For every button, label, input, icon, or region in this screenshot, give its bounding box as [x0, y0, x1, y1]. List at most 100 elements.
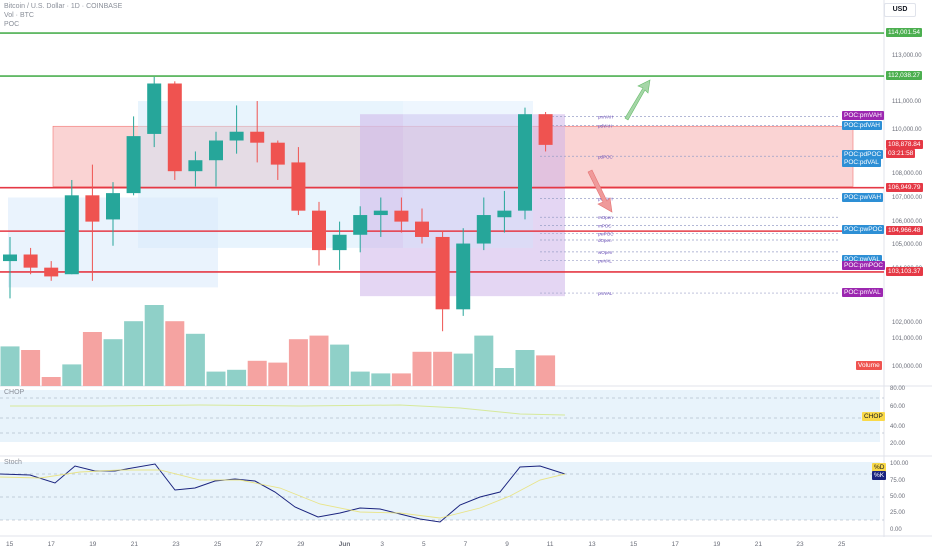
- poc-inline-label: pwPOC: [598, 231, 614, 236]
- stoch-tick-label: 75.00: [890, 478, 906, 484]
- volume-bar: [62, 364, 82, 386]
- chop-tick-label: 60.00: [890, 404, 906, 410]
- volume-bar: [82, 332, 102, 386]
- price-tick-label: 101,000.00: [892, 336, 923, 342]
- volume-bar: [412, 351, 432, 386]
- volume-bar: [185, 333, 205, 386]
- candle-body: [476, 215, 491, 244]
- time-axis-label: 17: [672, 541, 680, 548]
- poc-level-tag: POC:pmVAH: [842, 111, 884, 121]
- currency-button[interactable]: USD: [884, 3, 916, 17]
- volume-bar: [371, 373, 391, 386]
- time-axis-label: 29: [297, 541, 305, 548]
- stoch-d-line: [0, 469, 566, 519]
- bullish-projection-arrow: [624, 79, 651, 121]
- price-level-tag: 106,949.79: [886, 182, 923, 192]
- volume-bar: [536, 355, 556, 386]
- time-axis-label: 7: [464, 541, 468, 548]
- time-axis-label: Jun: [339, 541, 351, 548]
- candle-body: [394, 210, 409, 222]
- price-tick-label: 110,000.00: [892, 127, 922, 133]
- volume-bar: [41, 377, 61, 386]
- candle-body: [332, 234, 347, 251]
- time-axis-label: 23: [172, 541, 180, 548]
- candle-body: [147, 83, 162, 134]
- price-tick-label: 106,000.00: [892, 219, 923, 225]
- poc-indicator-label[interactable]: POC: [4, 21, 20, 28]
- chop-tick-label: 20.00: [890, 441, 906, 447]
- chop-value-tag: CHOP: [862, 412, 885, 421]
- price-level-tag: 103,103.37: [886, 266, 923, 276]
- poc-level-tag: POC:pwPOC: [842, 224, 885, 234]
- chop-tick-label: 80.00: [890, 386, 906, 392]
- candle-body: [518, 114, 532, 211]
- candle-body: [23, 254, 38, 268]
- time-axis-label: 23: [796, 541, 804, 548]
- stoch-tick-label: 0.00: [890, 527, 902, 533]
- volume-bar: [227, 369, 247, 386]
- poc-inline-label: mPOC: [598, 223, 612, 228]
- candle-body: [106, 193, 120, 220]
- candle-body: [497, 210, 512, 218]
- volume-bar: [433, 351, 453, 386]
- price-tick-label: 105,000.00: [892, 242, 923, 248]
- volume-indicator-label[interactable]: Vol · BTC: [4, 12, 34, 19]
- candle-body: [415, 221, 429, 237]
- candle-body: [126, 136, 141, 194]
- volume-bar: [350, 371, 370, 386]
- poc-inline-label: wOpen: [598, 250, 613, 255]
- time-axis-label: 15: [630, 541, 638, 548]
- candle-body: [250, 131, 265, 143]
- stoch-pane-background: [0, 462, 880, 520]
- stoch-tick-label: 50.00: [890, 494, 906, 500]
- candle-body: [229, 131, 244, 141]
- volume-bar: [474, 335, 494, 386]
- poc-level-tag: POC:pdVAL: [842, 158, 881, 168]
- poc-level-tag: POC:pdVAH: [842, 120, 883, 130]
- time-axis-label: 25: [214, 541, 222, 548]
- time-axis-label: 5: [422, 541, 426, 548]
- price-level-tag: 108,878.84: [886, 140, 923, 150]
- poc-inline-label: pwVAL: [598, 258, 612, 263]
- poc-level-tag: POC:pwVAH: [842, 193, 884, 203]
- volume-bar: [124, 321, 144, 386]
- volume-bar: [103, 339, 123, 386]
- volume-bar: [515, 350, 535, 386]
- time-axis-label: 17: [48, 541, 56, 548]
- price-tick-label: 111,000.00: [892, 99, 922, 105]
- volume-bar: [247, 360, 267, 386]
- stoch-indicator-title[interactable]: Stoch: [4, 459, 22, 466]
- candle-body: [44, 267, 59, 277]
- time-axis-label: 27: [256, 541, 264, 548]
- volume-bar: [0, 346, 20, 386]
- candle-body: [291, 162, 306, 211]
- candle-body: [270, 142, 285, 165]
- candle-body: [3, 254, 17, 262]
- candle-body: [373, 210, 388, 216]
- symbol-title[interactable]: Bitcoin / U.S. Dollar · 1D · COINBASE: [4, 3, 123, 10]
- time-axis-label: 3: [380, 541, 384, 548]
- time-axis-label: 11: [547, 541, 554, 548]
- chop-pane-background: [0, 390, 880, 442]
- time-axis-label: 21: [755, 541, 763, 548]
- volume-bar: [309, 335, 329, 386]
- chop-line: [10, 404, 566, 416]
- price-tick-label: 113,000.00: [892, 53, 922, 59]
- candle-body: [538, 114, 553, 145]
- volume-bar: [330, 344, 350, 386]
- stoch-tick-label: 100.00: [890, 461, 909, 467]
- time-axis-label: 21: [131, 541, 139, 548]
- poc-inline-label: pmVAH: [598, 114, 613, 119]
- chop-indicator-title[interactable]: CHOP: [4, 389, 25, 396]
- price-tick-label: 107,000.00: [892, 195, 923, 201]
- volume-bar: [206, 371, 226, 386]
- price-tick-label: 108,000.00: [892, 171, 923, 177]
- time-axis-label: 15: [6, 541, 14, 548]
- volume-bar: [144, 305, 164, 386]
- time-axis-label: 13: [588, 541, 596, 548]
- time-axis-label: 19: [89, 541, 97, 548]
- volume-bar: [288, 339, 308, 386]
- candle-body: [456, 243, 471, 310]
- candle-body: [435, 236, 450, 310]
